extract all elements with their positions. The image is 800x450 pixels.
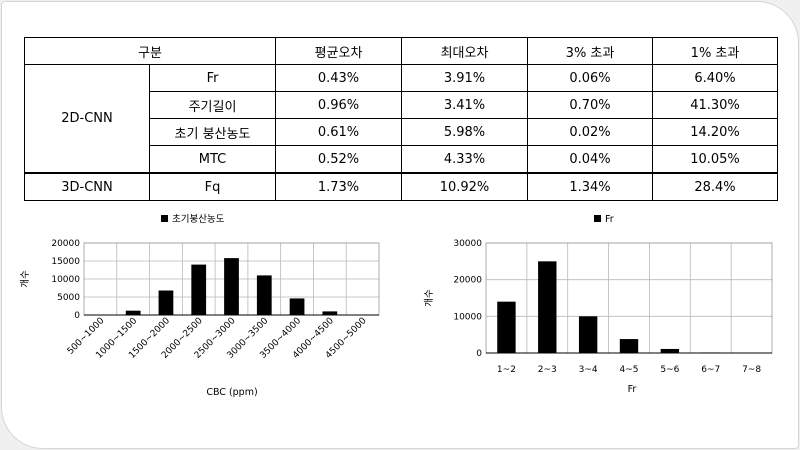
- table-cell: 0.06%: [527, 64, 654, 92]
- plot-frame: [485, 242, 773, 354]
- table-cell: 10.05%: [652, 145, 779, 174]
- x-tick-label: 6~7: [701, 365, 720, 375]
- table-row: 3D-CNN Fq 1.73% 10.92% 1.34% 28.4%: [24, 172, 779, 201]
- y-tick-label: 5000: [57, 293, 80, 303]
- y-tick-label: 20000: [453, 276, 482, 286]
- row-label: Fr: [148, 64, 277, 92]
- table-cell: 4.33%: [401, 145, 529, 174]
- bar: [125, 310, 141, 315]
- legend-label: 초기붕산농도: [172, 214, 225, 225]
- table-cell: 10.92%: [401, 172, 529, 201]
- x-tick-label: 4~5: [620, 365, 639, 375]
- group-label-3d-cnn: 3D-CNN: [24, 172, 150, 201]
- x-tick-label: 1~2: [497, 365, 516, 375]
- x-tick-label: 2~3: [538, 365, 557, 375]
- row-label: 주기길이: [148, 91, 277, 119]
- table-cell: 0.70%: [527, 91, 654, 119]
- table-cell: 41.30%: [652, 91, 779, 119]
- y-tick-label: 0: [74, 311, 80, 321]
- table-cell: 14.20%: [652, 118, 779, 146]
- x-tick-label: 5~6: [660, 365, 679, 375]
- y-tick-label: 20000: [51, 239, 80, 249]
- bar: [191, 264, 207, 315]
- bar: [224, 258, 239, 315]
- x-axis-title: CBC (ppm): [206, 387, 257, 398]
- legend-swatch: [594, 215, 601, 222]
- x-axis-title: Fr: [628, 384, 637, 395]
- y-tick-label: 15000: [51, 257, 80, 267]
- y-tick-label: 30000: [453, 239, 482, 249]
- header-over-1pct: 1% 초과: [652, 37, 779, 65]
- header-over-3pct: 3% 초과: [527, 37, 654, 65]
- table-row: MTC 0.52% 4.33% 0.04% 10.05%: [25, 145, 779, 174]
- row-label: Fq: [148, 172, 277, 201]
- header-mean-error: 평균오차: [275, 37, 403, 65]
- table-cell: 0.96%: [275, 91, 403, 119]
- y-axis-title: 개수: [20, 270, 31, 288]
- bar: [256, 275, 272, 315]
- bar: [538, 261, 557, 353]
- bar: [497, 301, 516, 353]
- y-tick-label: 10000: [453, 312, 482, 322]
- table-cell: 3.41%: [401, 91, 529, 119]
- row-label: 초기 붕산농도: [148, 118, 277, 146]
- table-cell: 0.43%: [275, 64, 403, 92]
- table-row: 2D-CNN Fr 0.43% 3.91% 0.06% 6.40%: [24, 64, 779, 174]
- fr-chart: Fr 0 10000 20000 30000 1~2 2~3 3~4 4~5 5~6 6~7 7~8 F…: [414, 207, 784, 407]
- bar: [619, 339, 639, 353]
- error-table: 구분 평균오차 최대오차 3% 초과 1% 초과 2D-CNN Fr 0.43%…: [23, 37, 779, 201]
- bar: [578, 316, 598, 353]
- bar: [289, 298, 305, 315]
- y-tick-label: 10000: [51, 275, 80, 285]
- table-cell: 28.4%: [652, 172, 779, 201]
- x-tick-label: 7~8: [742, 365, 761, 375]
- bar: [660, 348, 680, 353]
- table-header-row: 구분 평균오차 최대오차 3% 초과 1% 초과: [23, 37, 779, 65]
- x-tick-label: 3~4: [579, 365, 598, 375]
- header-category: 구분: [23, 37, 277, 65]
- table-cell: 1.73%: [275, 172, 403, 201]
- table-row: 초기 붕산농도 0.61% 5.98% 0.02% 14.20%: [25, 118, 779, 146]
- table-cell: 0.02%: [527, 118, 654, 146]
- table-cell: 5.98%: [401, 118, 529, 146]
- legend-swatch: [161, 215, 168, 222]
- legend-label: Fr: [605, 214, 614, 225]
- table-cell: 6.40%: [652, 64, 779, 92]
- table-cell: 0.61%: [275, 118, 403, 146]
- table-cell: 0.52%: [275, 145, 403, 174]
- table-cell: 0.04%: [527, 145, 654, 174]
- bar: [158, 290, 174, 315]
- y-axis-title: 개수: [424, 289, 435, 307]
- group-label-2d-cnn: 2D-CNN: [24, 64, 150, 174]
- table-row: 주기길이 0.96% 3.41% 0.70% 41.30%: [25, 91, 779, 119]
- header-max-error: 최대오차: [401, 37, 529, 65]
- bar: [322, 311, 338, 315]
- cbc-chart: 초기붕산농도 0 5000 10000 15000 20000 500~1000 1000~1…: [14, 207, 394, 407]
- table-cell: 3.91%: [401, 64, 529, 92]
- row-label: MTC: [148, 145, 277, 174]
- y-tick-label: 0: [476, 349, 482, 359]
- table-cell: 1.34%: [527, 172, 654, 201]
